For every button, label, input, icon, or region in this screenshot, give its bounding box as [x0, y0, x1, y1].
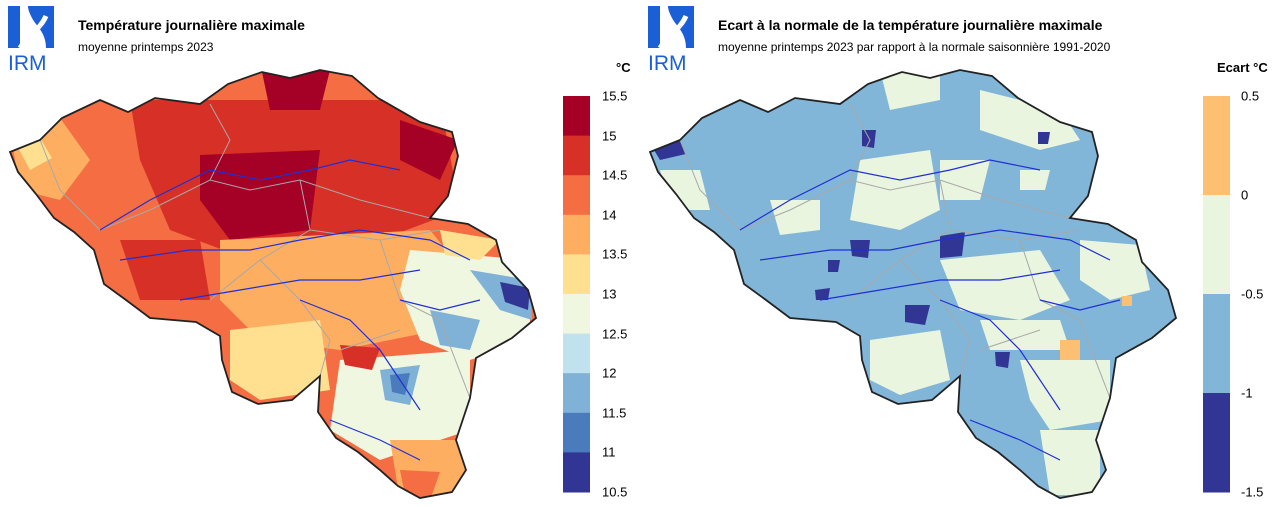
belgium-temperature-map	[8, 69, 538, 499]
legend-swatch	[563, 412, 590, 453]
legend-swatch	[563, 294, 590, 335]
temperature-legend	[563, 96, 590, 493]
legend-swatch	[563, 333, 590, 374]
legend-tick-label: 14	[602, 207, 617, 223]
legend-swatch	[1203, 393, 1230, 493]
legend-tick-label: 10.5	[602, 484, 628, 500]
legend-swatch	[563, 254, 590, 295]
legend-tick-label: 13	[602, 286, 617, 302]
legend-swatch	[1203, 195, 1230, 295]
country-border	[8, 69, 538, 499]
page-title: Température journalière maximale	[78, 17, 305, 33]
legend-tick-label: -1.5	[1241, 484, 1264, 500]
belgium-anomaly-map	[648, 69, 1178, 499]
logo-text: IRM	[648, 52, 687, 74]
legend-tick-label: -1	[1241, 385, 1253, 401]
legend-tick-label: 15.5	[602, 88, 628, 104]
legend-unit: °C	[616, 60, 631, 75]
legend-tick-label: 0.5	[1241, 88, 1260, 104]
legend-tick-label: 11	[602, 444, 616, 460]
legend-tick-label: 12	[602, 365, 617, 381]
anomaly-panel: IRM Ecart à la normale de la température…	[640, 0, 1280, 507]
irm-logo: IRM	[8, 6, 54, 74]
legend-tick-label: 12.5	[602, 326, 628, 342]
legend-swatch	[563, 452, 590, 493]
legend-swatch	[1203, 294, 1230, 394]
legend-tick-label: 13.5	[602, 246, 628, 262]
legend-swatch	[1203, 96, 1230, 196]
irm-logo: IRM	[648, 6, 694, 74]
legend-tick-label: 15	[602, 128, 617, 144]
legend-swatch	[563, 175, 590, 216]
legend-swatch	[563, 373, 590, 414]
legend-tick-label: -0.5	[1241, 286, 1264, 302]
page-title: Ecart à la normale de la température jou…	[718, 17, 1103, 33]
legend-swatch	[563, 96, 590, 137]
legend-tick-label: 0	[1241, 187, 1249, 203]
legend-tick-label: 14.5	[602, 167, 628, 183]
legend-tick-label: 11.5	[602, 405, 627, 421]
page-subtitle: moyenne printemps 2023	[78, 40, 214, 54]
legend-unit: Ecart °C	[1217, 60, 1268, 75]
logo-text: IRM	[8, 52, 47, 74]
page-subtitle: moyenne printemps 2023 par rapport à la …	[718, 40, 1111, 54]
country-border	[648, 69, 1178, 499]
legend-swatch	[563, 214, 590, 255]
max-temperature-panel: IRM Température journalière maximale moy…	[8, 6, 631, 500]
anomaly-legend	[1203, 96, 1230, 493]
legend-swatch	[563, 135, 590, 176]
